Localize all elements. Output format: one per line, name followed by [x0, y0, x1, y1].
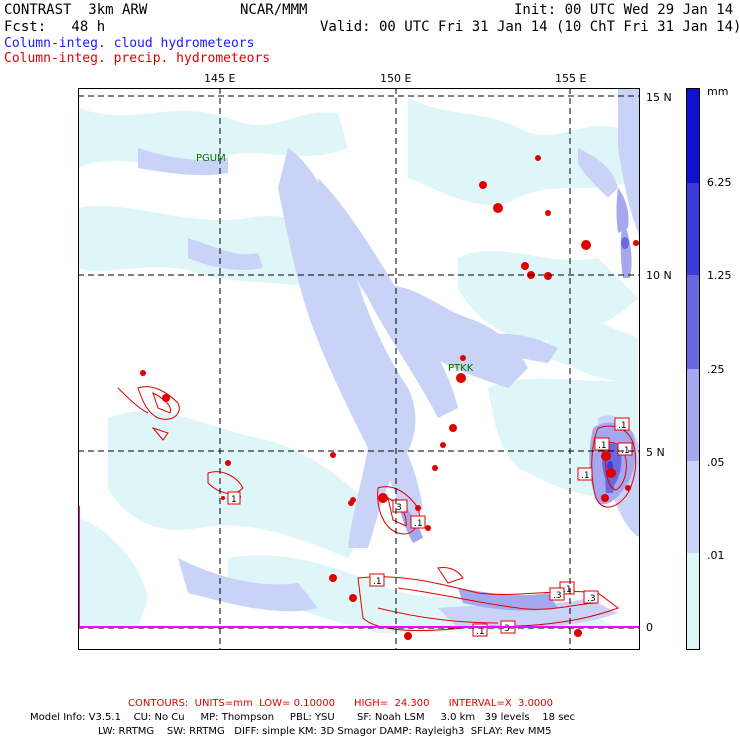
colorbar-segment-4 — [687, 369, 699, 461]
precip-field-label: Column-integ. precip. hydrometeors — [4, 51, 271, 66]
contour-marker-9: .1 — [476, 627, 485, 637]
lat-label-5n: 5 N — [646, 446, 665, 459]
forecast-hour: Fcst: 48 h — [4, 19, 106, 35]
contour-marker-11: .1 — [563, 585, 572, 595]
colorbar-segment-2 — [687, 183, 699, 275]
physics-info: LW: RRTMG SW: RRTMG DIFF: simple KM: 3D … — [98, 726, 552, 737]
colorbar-label-3: .25 — [707, 363, 725, 376]
lat-label-10n: 10 N — [646, 269, 672, 282]
station-labels: PGUM PTKK — [196, 153, 474, 374]
model-title: CONTRAST 3km ARW — [4, 2, 148, 18]
map-frame — [78, 88, 640, 650]
colorbar-segment-3 — [687, 275, 699, 369]
contour-marker-5: 3 — [396, 503, 402, 513]
contour-marker-1: .1 — [618, 421, 627, 431]
cloud-field-medium — [138, 88, 640, 629]
contour-marker-8: .3 — [587, 594, 596, 604]
cloud-field-label: Column-integ. cloud hydrometeors — [4, 36, 255, 51]
forecast-map: .1 .1 .1 .1 3 .1 .1 .3 .1 3 .1 1 .3 PGUM… — [78, 88, 640, 650]
station-ptkk: PTKK — [448, 363, 474, 374]
contour-marker-4: .1 — [581, 471, 590, 481]
colorbar-label-4: .05 — [707, 456, 725, 469]
contour-marker-6: .1 — [414, 519, 423, 529]
contour-marker-13: .3 — [553, 591, 562, 601]
organization-label: NCAR/MMM — [240, 2, 308, 18]
colorbar-label-1: 6.25 — [707, 176, 732, 189]
colorbar-segment-5 — [687, 461, 699, 553]
colorbar-segment-1 — [687, 89, 699, 183]
precip-cells — [140, 155, 639, 640]
contour-marker-2: .1 — [598, 441, 607, 451]
init-time: Init: 00 UTC Wed 29 Jan 14 — [514, 2, 734, 18]
contour-marker-3: .1 — [621, 446, 630, 456]
lon-label-155: 155 E — [555, 72, 587, 85]
lon-label-145: 145 E — [204, 72, 236, 85]
lat-label-15n: 15 N — [646, 91, 672, 104]
station-pgum: PGUM — [196, 153, 226, 164]
colorbar — [686, 88, 700, 650]
colorbar-unit: mm — [707, 85, 729, 98]
contour-marker-7: .1 — [373, 577, 382, 587]
contour-marker-10: 3 — [504, 624, 510, 634]
model-info: Model Info: V3.5.1 CU: No Cu MP: Thompso… — [30, 712, 576, 723]
colorbar-label-5: .01 — [707, 549, 725, 562]
contour-marker-12: 1 — [231, 495, 237, 505]
lat-label-0: 0 — [646, 621, 653, 634]
colorbar-segment-6 — [687, 553, 699, 649]
colorbar-label-2: 1.25 — [707, 269, 732, 282]
valid-time: Valid: 00 UTC Fri 31 Jan 14 (10 ChT Fri … — [320, 19, 740, 35]
contour-info: CONTOURS: UNITS=mm LOW= 0.10000 HIGH= 24… — [128, 698, 554, 709]
lon-label-150: 150 E — [380, 72, 412, 85]
